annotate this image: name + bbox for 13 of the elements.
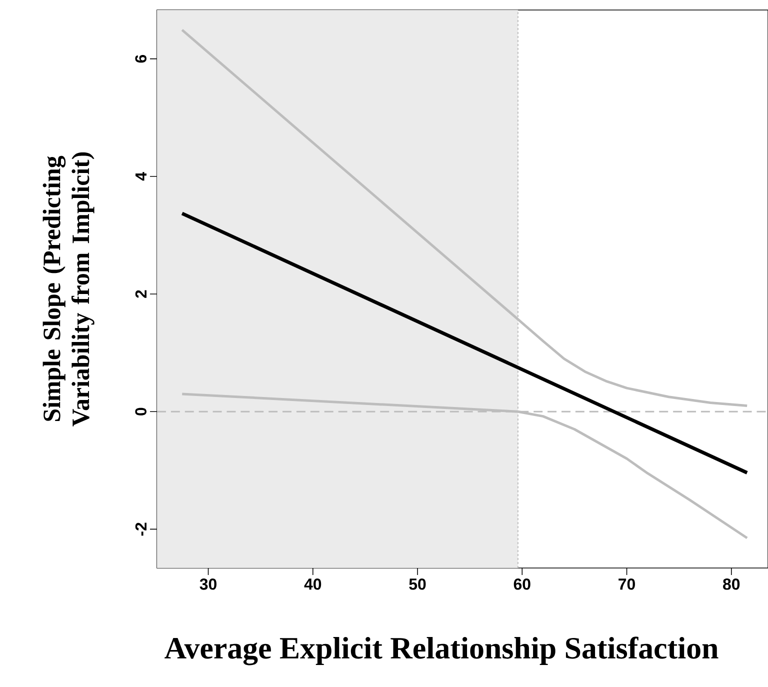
x-tick-label: 70 xyxy=(618,578,635,590)
x-tick-label: 30 xyxy=(200,578,216,590)
x-tick-label: 50 xyxy=(409,578,426,590)
y-axis-title: Simple Slope (Predicting Variability from Implicit) xyxy=(42,152,94,426)
y-tick-label: 2 xyxy=(135,290,146,298)
y-tick-label: 4 xyxy=(136,172,146,181)
y-tick-label: 6 xyxy=(135,54,146,63)
x-tick-label: 60 xyxy=(514,578,530,590)
x-axis-title: Average Explicit Relationship Satisfaction xyxy=(164,636,718,666)
x-tick-label: 40 xyxy=(304,578,322,590)
x-tick-label: 80 xyxy=(723,578,740,590)
y-tick-label: 0 xyxy=(135,408,146,416)
y-tick-label: -2 xyxy=(135,522,146,536)
